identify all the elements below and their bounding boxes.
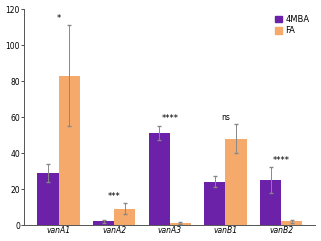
Text: ns: ns xyxy=(221,113,230,121)
Bar xyxy=(38,173,59,225)
Text: ****: **** xyxy=(161,114,178,123)
Bar xyxy=(281,221,302,225)
Bar xyxy=(59,76,80,225)
Text: ****: **** xyxy=(273,156,290,165)
Bar xyxy=(260,180,281,225)
Bar xyxy=(149,133,170,225)
Text: *: * xyxy=(56,13,61,23)
Legend: 4MBA, FA: 4MBA, FA xyxy=(273,13,311,37)
Bar xyxy=(114,209,135,225)
Bar xyxy=(170,223,191,225)
Bar xyxy=(204,182,225,225)
Bar xyxy=(93,221,114,225)
Bar xyxy=(225,139,247,225)
Text: ***: *** xyxy=(108,192,121,201)
